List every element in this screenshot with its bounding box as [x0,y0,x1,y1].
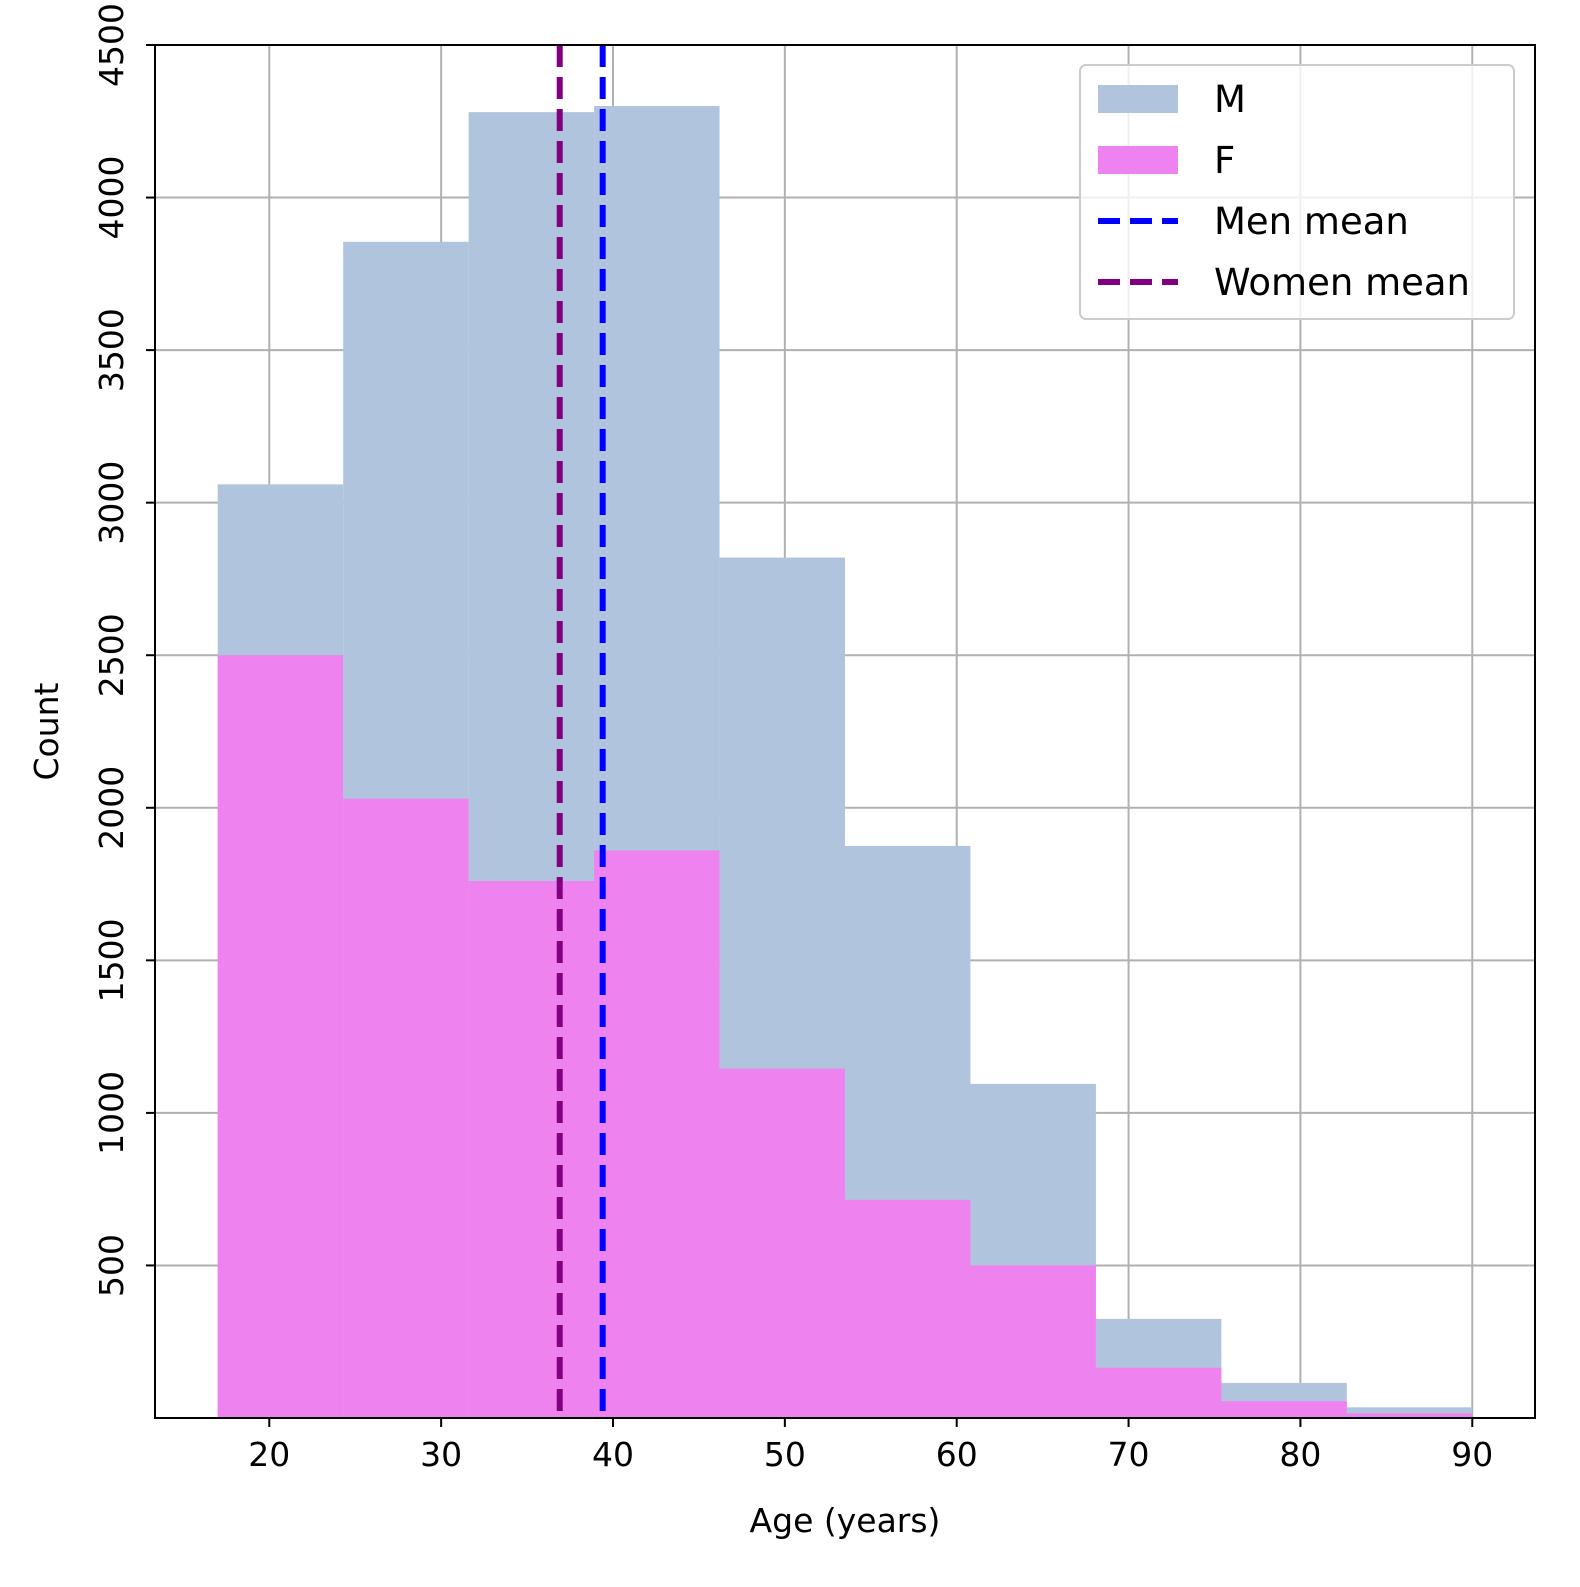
x-tick-label: 80 [1279,1435,1321,1474]
bar-f [343,798,469,1418]
y-axis-label: Count [27,682,66,780]
y-tick-label: 3500 [92,308,131,392]
plot-frame [154,44,1536,1419]
legend-label-women-mean: Women mean [1214,261,1470,304]
x-tick-label: 20 [248,1435,290,1474]
y-tick-label: 2000 [92,766,131,850]
bar-f [594,850,720,1418]
y-tick-label: 1000 [92,1071,131,1155]
bar-f [845,1199,971,1418]
y-tick-label: 1500 [92,918,131,1002]
bar-f [468,881,595,1418]
legend-label-m: M [1214,78,1246,121]
x-tick-label: 30 [420,1435,462,1474]
x-tick-label: 70 [1108,1435,1150,1474]
bar-f [1346,1413,1473,1418]
legend-swatch-f [1098,146,1178,174]
y-tick-label: 3000 [92,461,131,545]
legend-label-men-mean: Men mean [1214,200,1409,243]
bar-f [1095,1367,1222,1418]
x-tick-label: 60 [936,1435,978,1474]
mean-lines [556,45,606,1418]
legend-label-f: F [1214,139,1235,182]
y-tick-label: 500 [92,1234,131,1297]
bar-f [217,655,344,1418]
x-axis-label: Age (years) [750,1501,941,1540]
y-tick-label: 2500 [92,613,131,697]
series-f [217,655,1473,1418]
bars [217,106,1473,1419]
x-tick-label: 50 [764,1435,806,1474]
legend: M F Men mean Women mean [1079,64,1515,320]
bar-m [1346,1407,1473,1418]
x-tick-label: 90 [1451,1435,1493,1474]
bar-f [719,1068,845,1418]
y-tick-label: 4000 [92,156,131,240]
axis-ticks: 20 30 40 50 60 70 80 90 500 1000 1500 2000 2500 3000 3… [92,3,1493,1474]
legend-swatch-m [1098,85,1178,113]
bar-f [970,1265,1096,1418]
x-tick-label: 40 [592,1435,634,1474]
legend-box [1079,64,1515,320]
bar-f [1221,1401,1347,1418]
y-tick-label: 4500 [92,3,131,87]
